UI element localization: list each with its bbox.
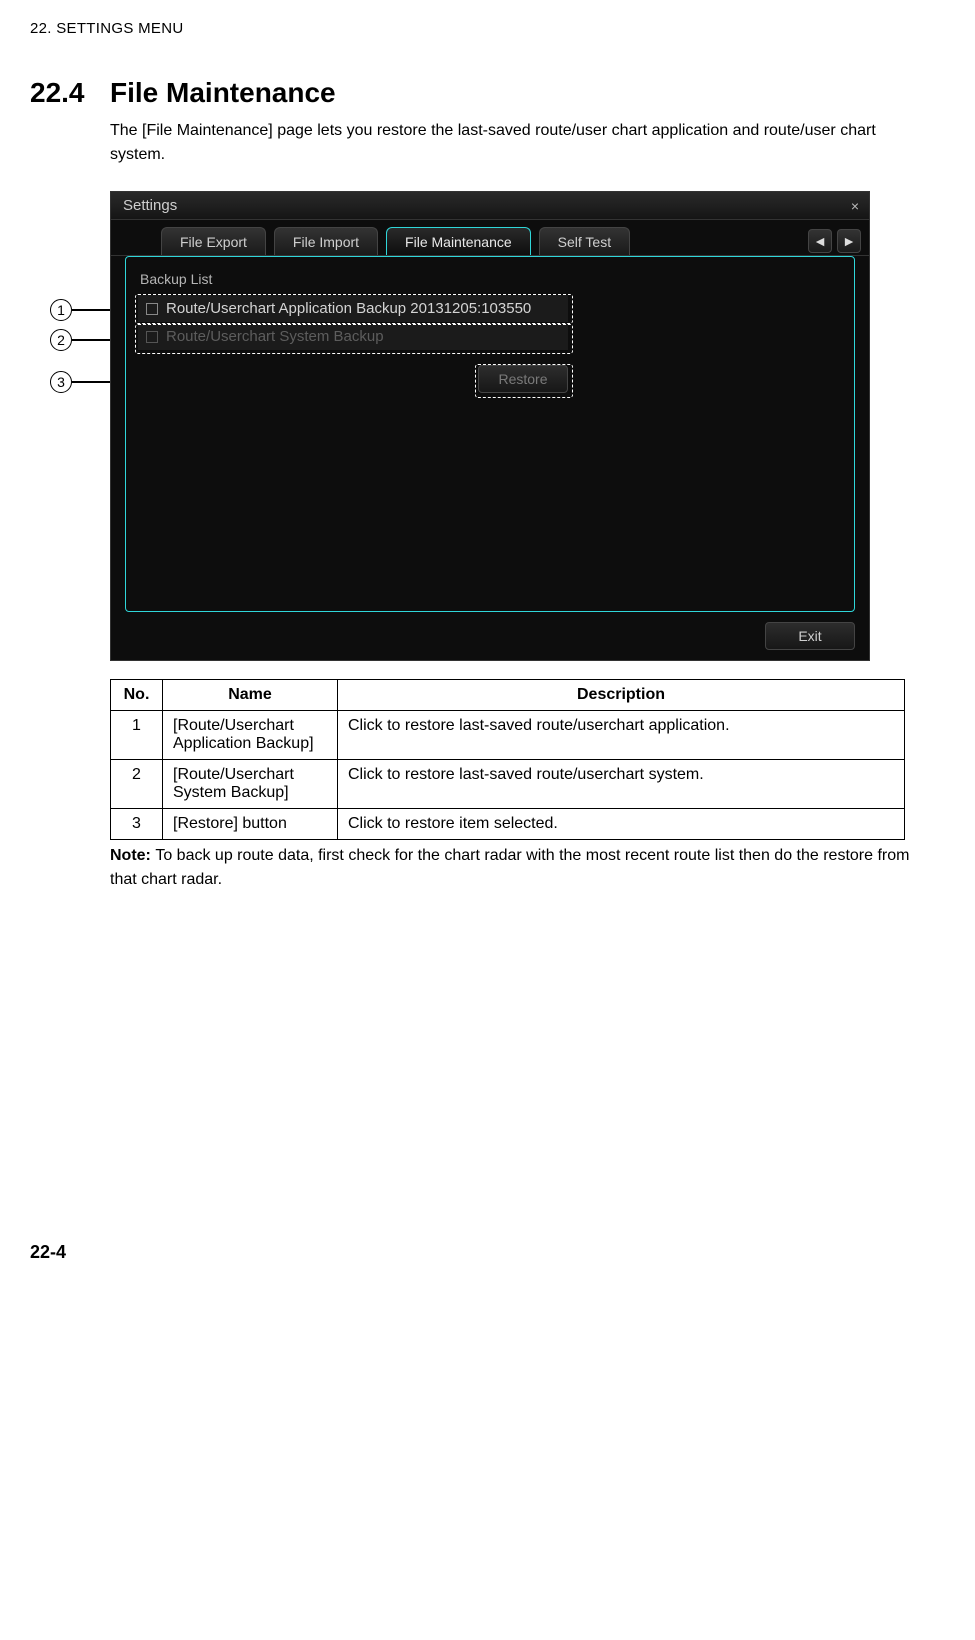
- cell-no: 3: [111, 809, 163, 840]
- backup-row-application[interactable]: Route/Userchart Application Backup 20131…: [138, 295, 568, 323]
- table-row: 2 [Route/Userchart System Backup] Click …: [111, 760, 905, 809]
- window-titlebar: Settings ×: [111, 192, 869, 220]
- figure-container: 1 2 3 Settings × File Export File Import…: [110, 191, 915, 661]
- cell-name: [Route/Userchart System Backup]: [163, 760, 338, 809]
- settings-window: Settings × File Export File Import File …: [110, 191, 870, 661]
- tab-file-import[interactable]: File Import: [274, 227, 378, 255]
- window-title: Settings: [123, 197, 177, 214]
- intro-paragraph: The [File Maintenance] page lets you res…: [110, 119, 910, 167]
- cell-no: 2: [111, 760, 163, 809]
- section-title: File Maintenance: [110, 77, 336, 109]
- callout-2-badge: 2: [50, 329, 72, 351]
- cell-desc: Click to restore last-saved route/userch…: [338, 760, 905, 809]
- th-name: Name: [163, 680, 338, 711]
- note-paragraph: Note: To back up route data, first check…: [110, 844, 910, 892]
- tab-nav-prev-button[interactable]: ◄: [808, 229, 832, 253]
- restore-button[interactable]: Restore: [478, 365, 568, 393]
- close-icon[interactable]: ×: [847, 198, 863, 214]
- th-no: No.: [111, 680, 163, 711]
- checkbox-icon[interactable]: [146, 303, 158, 315]
- tab-nav-next-button[interactable]: ►: [837, 229, 861, 253]
- tab-file-export[interactable]: File Export: [161, 227, 266, 255]
- callout-3-badge: 3: [50, 371, 72, 393]
- backup-row-system[interactable]: Route/Userchart System Backup: [138, 323, 568, 351]
- cell-name: [Restore] button: [163, 809, 338, 840]
- backup-row-system-text: Route/Userchart System Backup: [166, 328, 384, 345]
- arrow-left-icon: ◄: [813, 234, 827, 248]
- tab-self-test[interactable]: Self Test: [539, 227, 630, 255]
- section-number: 22.4: [30, 77, 110, 109]
- page-header: 22. SETTINGS MENU: [30, 20, 915, 37]
- tabs-row: File Export File Import File Maintenance…: [111, 220, 869, 256]
- exit-button[interactable]: Exit: [765, 622, 855, 650]
- callout-1-badge: 1: [50, 299, 72, 321]
- backup-row-application-text: Route/Userchart Application Backup 20131…: [166, 300, 531, 317]
- checkbox-icon[interactable]: [146, 331, 158, 343]
- table-row: 1 [Route/Userchart Application Backup] C…: [111, 711, 905, 760]
- th-desc: Description: [338, 680, 905, 711]
- note-label: Note:: [110, 847, 155, 864]
- tab-file-maintenance[interactable]: File Maintenance: [386, 227, 531, 255]
- backup-list-label: Backup List: [140, 271, 840, 287]
- arrow-right-icon: ►: [842, 234, 856, 248]
- note-body: To back up route data, first check for t…: [110, 847, 909, 888]
- cell-name: [Route/Userchart Application Backup]: [163, 711, 338, 760]
- reference-table: No. Name Description 1 [Route/Userchart …: [110, 679, 905, 840]
- cell-no: 1: [111, 711, 163, 760]
- page-number: 22-4: [30, 1242, 915, 1263]
- cell-desc: Click to restore item selected.: [338, 809, 905, 840]
- panel-body: Backup List Route/Userchart Application …: [125, 256, 855, 612]
- table-row: 3 [Restore] button Click to restore item…: [111, 809, 905, 840]
- cell-desc: Click to restore last-saved route/userch…: [338, 711, 905, 760]
